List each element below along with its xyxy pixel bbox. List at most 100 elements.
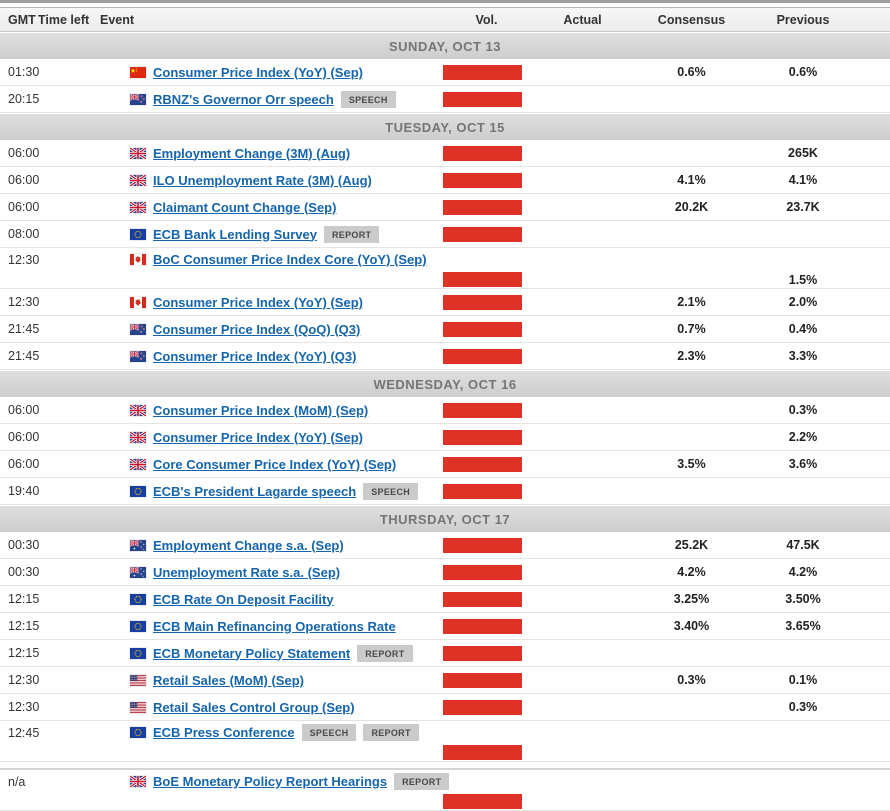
event-link[interactable]: Consumer Price Index (QoQ) (Q3) <box>153 321 361 337</box>
speech-badge: SPEECH <box>363 482 419 500</box>
consensus-value: 3.40% <box>673 619 710 633</box>
previous-value <box>748 793 858 810</box>
event-link[interactable]: Retail Sales Control Group (Sep) <box>153 699 355 715</box>
report-badge: REPORT <box>357 644 413 662</box>
event-cell: ECB Press Conference SPEECH REPORT <box>92 721 443 744</box>
event-time: 21:45 <box>8 349 40 363</box>
event-row[interactable]: 06:00 Consumer Price Index (MoM) (Sep) 0… <box>0 397 890 424</box>
event-row[interactable]: n/a BoE Monetary Policy Report Hearings … <box>0 768 890 811</box>
event-time: 20:15 <box>8 92 40 106</box>
previous-value: 4.2% <box>788 565 818 579</box>
day-section-label: THURSDAY, OCT 17 <box>379 511 511 527</box>
volatility-bar <box>443 699 522 715</box>
event-row[interactable]: 06:00 Consumer Price Index (YoY) (Sep) 2… <box>0 424 890 451</box>
previous-value: 3.3% <box>788 349 818 363</box>
event-cell: ECB Monetary Policy Statement REPORT <box>92 640 443 666</box>
new-zealand-flag-icon <box>130 323 146 335</box>
united-kingdom-flag-icon <box>130 404 146 416</box>
event-row[interactable]: 00:30 Employment Change s.a. (Sep) 25.2K… <box>0 532 890 559</box>
event-link[interactable]: Core Consumer Price Index (YoY) (Sep) <box>153 456 397 472</box>
event-cell: Consumer Price Index (YoY) (Q3) <box>92 343 443 369</box>
event-link[interactable]: Consumer Price Index (YoY) (Sep) <box>153 64 363 80</box>
volatility-cell <box>443 793 530 810</box>
event-row[interactable]: 12:30 BoC Consumer Price Index Core (YoY… <box>0 248 890 289</box>
event-row[interactable]: 21:45 Consumer Price Index (QoQ) (Q3) 0.… <box>0 316 890 343</box>
day-section-header: SUNDAY, OCT 13 <box>0 32 890 59</box>
actual-value <box>530 289 635 315</box>
event-link[interactable]: ECB's President Lagarde speech <box>153 483 357 499</box>
event-link[interactable]: ILO Unemployment Rate (3M) (Aug) <box>153 172 372 188</box>
event-row[interactable]: 00:30 Unemployment Rate s.a. (Sep) 4.2% … <box>0 559 890 586</box>
volatility-cell <box>443 559 530 585</box>
event-link[interactable]: ECB Bank Lending Survey <box>153 226 317 242</box>
event-link[interactable]: Consumer Price Index (MoM) (Sep) <box>153 402 369 418</box>
event-row[interactable]: 06:00 Claimant Count Change (Sep) 20.2K … <box>0 194 890 221</box>
volatility-bar <box>443 294 522 310</box>
event-link[interactable]: ECB Rate On Deposit Facility <box>153 591 334 607</box>
event-time: 12:15 <box>8 592 40 606</box>
event-link[interactable]: Claimant Count Change (Sep) <box>153 199 337 215</box>
event-cell: Employment Change (3M) (Aug) <box>92 140 443 166</box>
event-cell: Claimant Count Change (Sep) <box>92 194 443 220</box>
event-link[interactable]: Consumer Price Index (YoY) (Q3) <box>153 348 357 364</box>
volatility-bar <box>443 402 522 418</box>
volatility-bar <box>443 172 522 188</box>
event-link[interactable]: Unemployment Rate s.a. (Sep) <box>153 564 341 580</box>
volatility-bar <box>443 794 522 809</box>
volatility-cell <box>443 586 530 612</box>
event-row[interactable]: 21:45 Consumer Price Index (YoY) (Q3) 2.… <box>0 343 890 370</box>
event-cell: Core Consumer Price Index (YoY) (Sep) <box>92 451 443 477</box>
event-row[interactable]: 12:30 Retail Sales Control Group (Sep) 0… <box>0 694 890 721</box>
united-kingdom-flag-icon <box>130 201 146 213</box>
event-cell: ECB's President Lagarde speech SPEECH <box>92 478 443 504</box>
actual-value <box>530 532 635 558</box>
day-section-label: SUNDAY, OCT 13 <box>389 38 501 54</box>
event-link[interactable]: Employment Change s.a. (Sep) <box>153 537 344 553</box>
event-link[interactable]: RBNZ's Governor Orr speech <box>153 91 334 107</box>
report-badge: REPORT <box>323 225 380 243</box>
volatility-bar <box>443 537 522 553</box>
previous-value: 3.65% <box>785 619 821 633</box>
report-badge: REPORT <box>363 724 419 741</box>
event-row[interactable]: 12:15 ECB Monetary Policy Statement REPO… <box>0 640 890 667</box>
event-cell: ECB Bank Lending Survey REPORT <box>92 221 443 247</box>
col-header-previous: Previous <box>776 12 830 27</box>
event-row[interactable]: 12:15 ECB Rate On Deposit Facility 3.25%… <box>0 586 890 613</box>
event-row[interactable]: 06:00 Core Consumer Price Index (YoY) (S… <box>0 451 890 478</box>
event-link[interactable]: ECB Monetary Policy Statement <box>153 645 351 661</box>
event-row[interactable]: 12:15 ECB Main Refinancing Operations Ra… <box>0 613 890 640</box>
event-link[interactable]: Employment Change (3M) (Aug) <box>153 145 351 161</box>
event-link[interactable]: BoC Consumer Price Index Core (YoY) (Sep… <box>153 252 427 267</box>
consensus-value: 25.2K <box>674 538 709 552</box>
consensus-value <box>635 86 748 112</box>
event-cell: Retail Sales (MoM) (Sep) <box>92 667 443 693</box>
event-row[interactable]: 08:00 ECB Bank Lending Survey REPORT <box>0 221 890 248</box>
event-link[interactable]: ECB Press Conference <box>153 725 295 740</box>
event-row[interactable]: 20:15 RBNZ's Governor Orr speech SPEECH <box>0 86 890 113</box>
event-row[interactable]: 19:40 ECB's President Lagarde speech SPE… <box>0 478 890 505</box>
event-link[interactable]: Retail Sales (MoM) (Sep) <box>153 672 304 688</box>
event-row[interactable]: 06:00 Employment Change (3M) (Aug) 265K <box>0 140 890 167</box>
day-section-header: TUESDAY, OCT 15 <box>0 113 890 140</box>
event-row[interactable]: 06:00 ILO Unemployment Rate (3M) (Aug) 4… <box>0 167 890 194</box>
volatility-cell <box>443 478 530 504</box>
previous-value <box>748 640 858 666</box>
top-scrollbar[interactable] <box>0 0 890 3</box>
event-row[interactable]: 01:30 Consumer Price Index (YoY) (Sep) 0… <box>0 59 890 86</box>
european-union-flag-icon <box>130 727 146 738</box>
volatility-cell <box>443 424 530 450</box>
event-link[interactable]: ECB Main Refinancing Operations Rate <box>153 618 396 634</box>
volatility-bar <box>443 272 522 287</box>
volatility-bar <box>443 348 522 364</box>
event-link[interactable]: BoE Monetary Policy Report Hearings <box>153 774 388 789</box>
volatility-cell <box>443 694 530 720</box>
european-union-flag-icon <box>130 228 146 240</box>
event-link[interactable]: Consumer Price Index (YoY) (Sep) <box>153 294 363 310</box>
event-link[interactable]: Consumer Price Index (YoY) (Sep) <box>153 429 363 445</box>
event-row[interactable]: 12:30 Consumer Price Index (YoY) (Sep) 2… <box>0 289 890 316</box>
event-row[interactable]: 12:30 Retail Sales (MoM) (Sep) 0.3% 0.1% <box>0 667 890 694</box>
event-time: 19:40 <box>8 484 40 498</box>
event-time: 12:30 <box>8 252 40 267</box>
event-row[interactable]: 12:45 ECB Press Conference SPEECH REPORT <box>0 721 890 762</box>
